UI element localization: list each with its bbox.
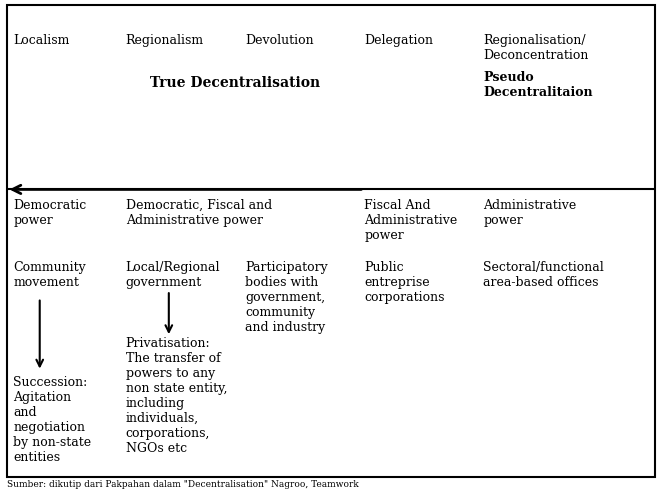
Text: Participatory
bodies with
government,
community
and industry: Participatory bodies with government, co… <box>245 261 328 334</box>
Text: Public
entreprise
corporations: Public entreprise corporations <box>364 261 445 304</box>
Text: Sumber: dikutip dari Pakpahan dalam "Decentralisation" Nagroo, Teamwork: Sumber: dikutip dari Pakpahan dalam "Dec… <box>7 480 358 489</box>
Text: Administrative
power: Administrative power <box>483 199 577 227</box>
Text: Democratic, Fiscal and
Administrative power: Democratic, Fiscal and Administrative po… <box>126 199 272 227</box>
Text: Regionalism: Regionalism <box>126 34 204 47</box>
Text: Community
movement: Community movement <box>13 261 86 289</box>
Text: Privatisation:
The transfer of
powers to any
non state entity,
including
individ: Privatisation: The transfer of powers to… <box>126 337 227 455</box>
Text: Delegation: Delegation <box>364 34 433 47</box>
Text: Local/Regional
government: Local/Regional government <box>126 261 220 289</box>
Text: Pseudo
Decentralitaion: Pseudo Decentralitaion <box>483 71 593 99</box>
Text: Succession:
Agitation
and
negotiation
by non-state
entities: Succession: Agitation and negotiation by… <box>13 376 91 464</box>
Text: True Decentralisation: True Decentralisation <box>150 76 320 90</box>
Text: Devolution: Devolution <box>245 34 314 47</box>
Text: Localism: Localism <box>13 34 70 47</box>
Text: Fiscal And
Administrative
power: Fiscal And Administrative power <box>364 199 457 242</box>
Text: Regionalisation/
Deconcentration: Regionalisation/ Deconcentration <box>483 34 589 62</box>
Text: Democratic
power: Democratic power <box>13 199 87 227</box>
Text: Sectoral/functional
area-based offices: Sectoral/functional area-based offices <box>483 261 604 289</box>
FancyBboxPatch shape <box>7 5 655 477</box>
